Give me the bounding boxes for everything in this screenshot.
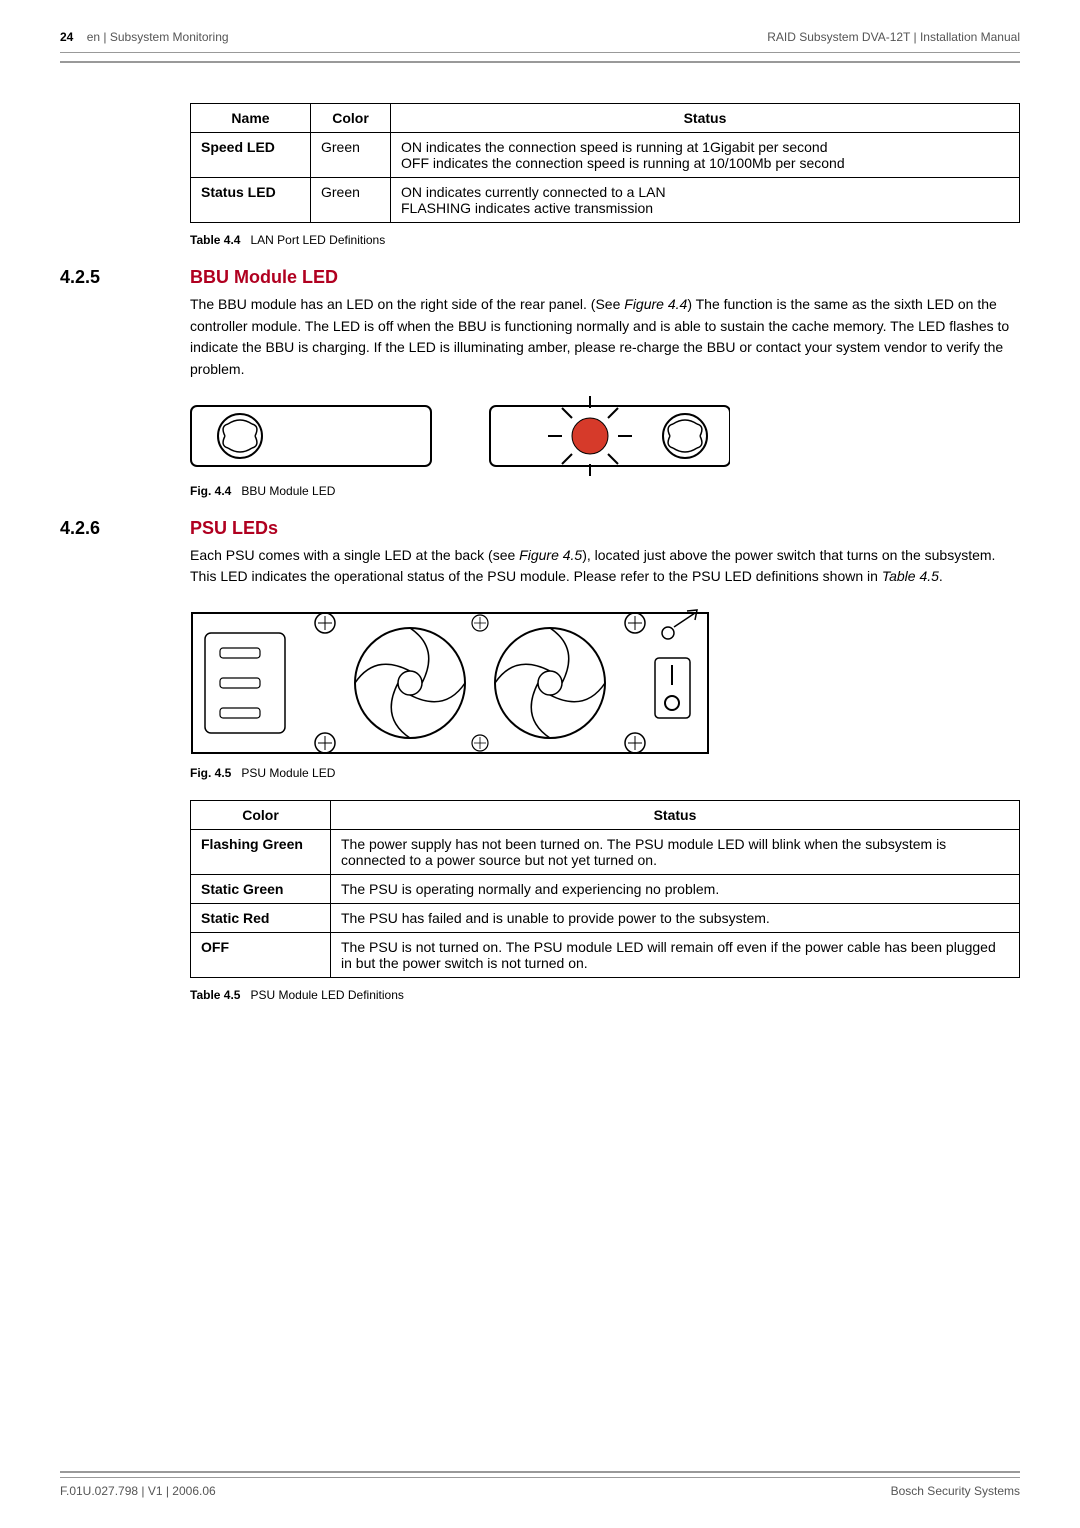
figure-ref: Figure 4.4 — [624, 296, 687, 312]
table-header-row: Color Status — [191, 801, 1020, 830]
footer-right: Bosch Security Systems — [891, 1484, 1020, 1498]
psu-section-content: Each PSU comes with a single LED at the … — [190, 545, 1020, 1002]
cell-color: OFF — [191, 933, 331, 978]
bbu-section-content: The BBU module has an LED on the right s… — [190, 294, 1020, 498]
page-header: 24 en | Subsystem Monitoring RAID Subsys… — [60, 30, 1020, 53]
cell-status: The power supply has not been turned on.… — [331, 830, 1020, 875]
section-number: 4.2.5 — [60, 267, 190, 288]
cell-name: Status LED — [191, 178, 311, 223]
psu-led-table: Color Status Flashing Green The power su… — [190, 800, 1020, 978]
th-color: Color — [191, 801, 331, 830]
table-row: OFF The PSU is not turned on. The PSU mo… — [191, 933, 1020, 978]
table-row: Speed LED Green ON indicates the connect… — [191, 133, 1020, 178]
section-heading-row: 4.2.5 BBU Module LED — [60, 267, 1020, 288]
figure-caption: Fig. 4.5 PSU Module LED — [190, 766, 1020, 780]
bbu-body-text: The BBU module has an LED on the right s… — [190, 294, 1020, 381]
table-ref: Table 4.5 — [882, 568, 939, 584]
table-header-row: Name Color Status — [191, 104, 1020, 133]
cell-color: Static Red — [191, 904, 331, 933]
psu-svg — [190, 603, 710, 758]
table-row: Static Red The PSU has failed and is una… — [191, 904, 1020, 933]
cell-status: ON indicates currently connected to a LA… — [391, 178, 1020, 223]
figure-ref: Figure 4.5 — [519, 547, 582, 563]
header-right: RAID Subsystem DVA-12T | Installation Ma… — [767, 30, 1020, 44]
caption-text: PSU Module LED Definitions — [250, 988, 403, 1002]
cell-color: Green — [311, 133, 391, 178]
text-fragment: The BBU module has an LED on the right s… — [190, 296, 624, 312]
table-row: Static Green The PSU is operating normal… — [191, 875, 1020, 904]
th-status: Status — [391, 104, 1020, 133]
cell-color: Static Green — [191, 875, 331, 904]
cell-color: Green — [311, 178, 391, 223]
caption-label: Table 4.4 — [190, 233, 240, 247]
text-fragment: . — [939, 568, 943, 584]
cell-status: The PSU is operating normally and experi… — [331, 875, 1020, 904]
header-section-path: en | Subsystem Monitoring — [87, 30, 229, 44]
th-color: Color — [311, 104, 391, 133]
caption-label: Fig. 4.4 — [190, 484, 231, 498]
th-status: Status — [331, 801, 1020, 830]
lan-port-led-table: Name Color Status Speed LED Green ON ind… — [190, 103, 1020, 223]
table-row: Flashing Green The power supply has not … — [191, 830, 1020, 875]
text-fragment: Each PSU comes with a single LED at the … — [190, 547, 519, 563]
page-footer: F.01U.027.798 | V1 | 2006.06 Bosch Secur… — [60, 1477, 1020, 1498]
footer-left: F.01U.027.798 | V1 | 2006.06 — [60, 1484, 216, 1498]
caption-text: BBU Module LED — [241, 484, 335, 498]
header-rule — [60, 61, 1020, 63]
bbu-led-svg — [190, 396, 730, 476]
section-title: PSU LEDs — [190, 518, 278, 539]
cell-status: ON indicates the connection speed is run… — [391, 133, 1020, 178]
section-heading-row: 4.2.6 PSU LEDs — [60, 518, 1020, 539]
header-left: 24 en | Subsystem Monitoring — [60, 30, 229, 44]
psu-module-figure — [190, 603, 1020, 758]
table-row: Status LED Green ON indicates currently … — [191, 178, 1020, 223]
bbu-module-figure — [190, 396, 1020, 476]
cell-status: The PSU has failed and is unable to prov… — [331, 904, 1020, 933]
section-title: BBU Module LED — [190, 267, 338, 288]
psu-body-text: Each PSU comes with a single LED at the … — [190, 545, 1020, 588]
caption-text: PSU Module LED — [241, 766, 335, 780]
table-caption: Table 4.5 PSU Module LED Definitions — [190, 988, 1020, 1002]
cell-status: The PSU is not turned on. The PSU module… — [331, 933, 1020, 978]
th-name: Name — [191, 104, 311, 133]
caption-text: LAN Port LED Definitions — [250, 233, 385, 247]
footer-rule — [60, 1471, 1020, 1473]
cell-name: Speed LED — [191, 133, 311, 178]
page-number: 24 — [60, 30, 83, 44]
figure-caption: Fig. 4.4 BBU Module LED — [190, 484, 1020, 498]
cell-color: Flashing Green — [191, 830, 331, 875]
section-number: 4.2.6 — [60, 518, 190, 539]
table-caption: Table 4.4 LAN Port LED Definitions — [190, 233, 1020, 247]
lan-port-table-block: Name Color Status Speed LED Green ON ind… — [190, 103, 1020, 247]
caption-label: Table 4.5 — [190, 988, 240, 1002]
caption-label: Fig. 4.5 — [190, 766, 231, 780]
